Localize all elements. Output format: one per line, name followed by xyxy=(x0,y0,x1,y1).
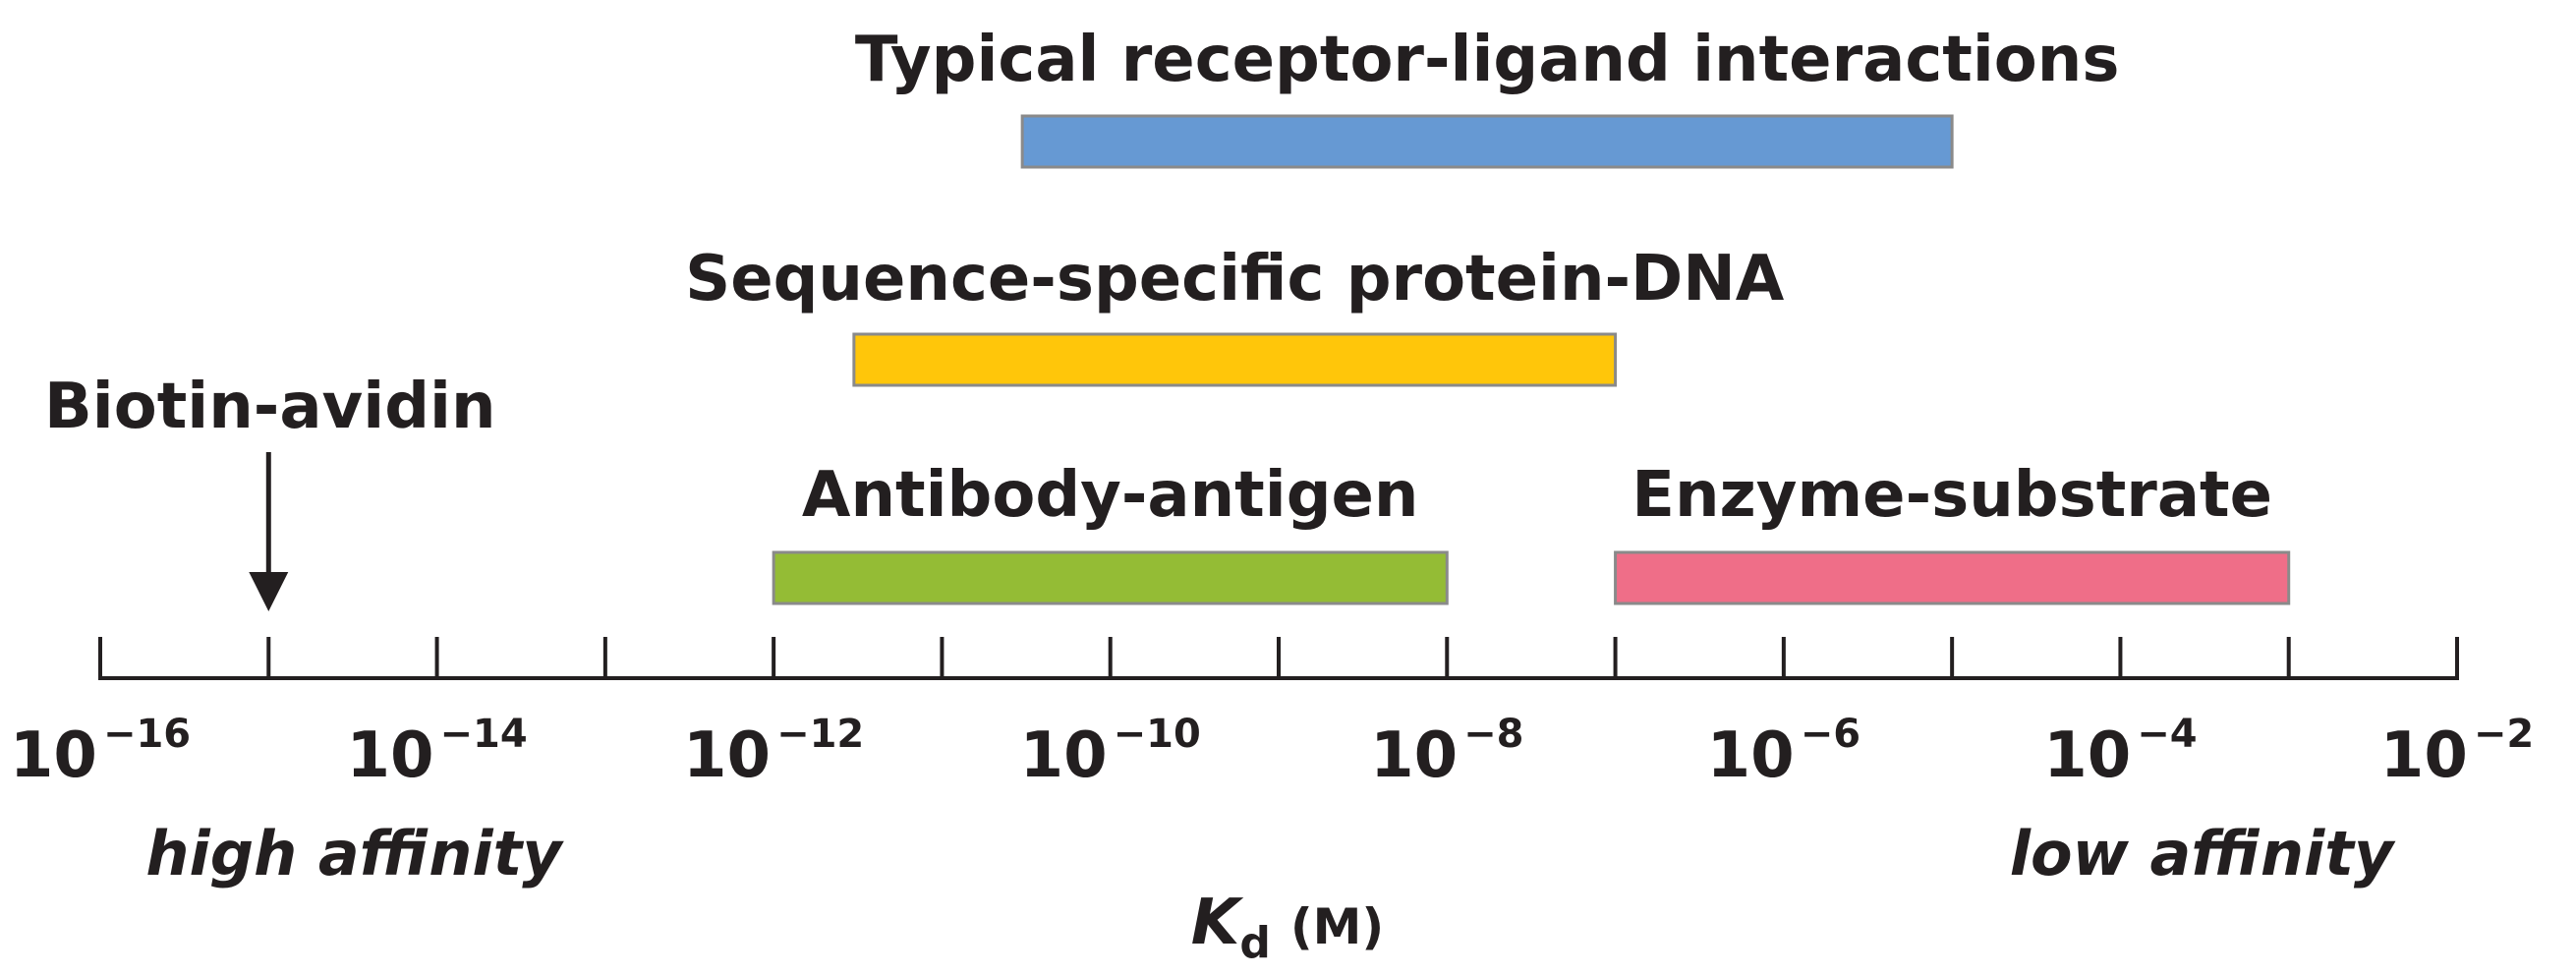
x-tick-label: 10 −16 xyxy=(10,712,191,792)
x-tick-label-base: 10 xyxy=(683,719,771,792)
typical-receptor-ligand-interactions-bar xyxy=(1020,114,1954,169)
x-tick-label-exponent: −10 xyxy=(1114,712,1201,757)
sequence-specific-protein-dna-bar xyxy=(852,332,1618,387)
high-affinity-label: high affinity xyxy=(145,818,564,889)
x-tick-label-base: 10 xyxy=(2380,719,2468,792)
x-tick-label-base: 10 xyxy=(10,719,97,792)
x-tick-label-exponent: −12 xyxy=(776,712,864,757)
x-tick-label: 10 −6 xyxy=(1707,712,1860,792)
biotin-avidin-label: Biotin-avidin xyxy=(44,371,496,443)
enzyme-substrate-label: Enzyme-substrate xyxy=(1631,459,2272,532)
range-bars: Typical receptor-ligand interactions Sequ… xyxy=(685,24,2291,605)
x-tick-label-exponent: −8 xyxy=(1463,712,1523,757)
x-tick-label-exponent: −16 xyxy=(103,712,191,757)
kd-symbol: K xyxy=(1191,887,1244,959)
x-tick-label: 10 −12 xyxy=(683,712,864,792)
sequence-specific-protein-dna-label: Sequence-specific protein-DNA xyxy=(685,243,1785,315)
x-tick-label-base: 10 xyxy=(2043,719,2131,792)
antibody-antigen-bar xyxy=(772,550,1449,605)
x-tick-label-base: 10 xyxy=(1370,719,1458,792)
kd-unit: (M) xyxy=(1290,898,1384,955)
x-tick-label-exponent: −4 xyxy=(2137,712,2197,757)
kd-subscript: d xyxy=(1239,918,1271,968)
low-affinity-label: low affinity xyxy=(2010,818,2396,889)
enzyme-substrate-bar xyxy=(1614,550,2291,605)
kd-axis: 10 −16 10 −14 10 −12 10 −10 10 −8 10 −6 10 −4 10 −2 xyxy=(10,637,2534,792)
x-tick-label: 10 −2 xyxy=(2380,712,2534,792)
x-tick-label: 10 −8 xyxy=(1370,712,1523,792)
biotin-avidin-arrow-head xyxy=(249,572,289,611)
x-tick-label: 10 −10 xyxy=(1020,712,1201,792)
x-tick-label-exponent: −14 xyxy=(440,712,528,757)
x-tick-label-base: 10 xyxy=(1020,719,1108,792)
antibody-antigen-label: Antibody-antigen xyxy=(802,459,1419,532)
x-tick-label-base: 10 xyxy=(346,719,433,792)
x-tick-label: 10 −14 xyxy=(346,712,527,792)
x-tick-label-base: 10 xyxy=(1707,719,1795,792)
x-tick-label-exponent: −6 xyxy=(1801,712,1860,757)
biotin-avidin-annotation: Biotin-avidin xyxy=(44,371,496,611)
x-axis-title: Kd (M) xyxy=(1191,887,1385,968)
typical-receptor-ligand-interactions-label: Typical receptor-ligand interactions xyxy=(855,24,2120,96)
x-tick-label-exponent: −2 xyxy=(2474,712,2534,757)
x-tick-label: 10 −4 xyxy=(2043,712,2197,792)
